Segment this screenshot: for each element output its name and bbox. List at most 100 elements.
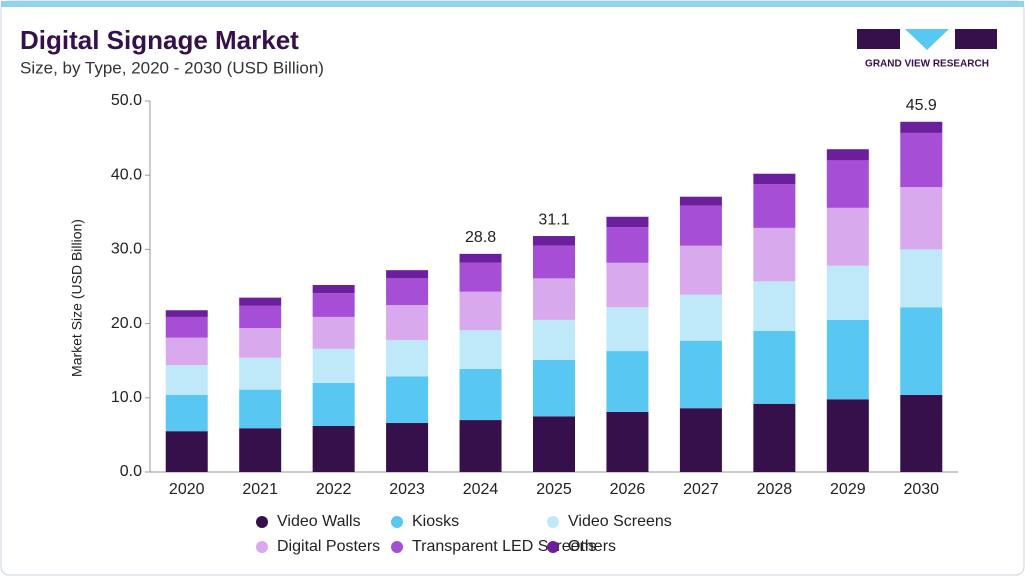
bar-segment (606, 411, 649, 472)
x-tick-label: 2029 (830, 481, 866, 498)
legend-marker (256, 541, 268, 553)
bar-segment (165, 316, 208, 338)
bar-segment (900, 249, 943, 308)
bar-segment (386, 423, 429, 472)
bar-segment (826, 265, 869, 320)
bar-segment (239, 328, 282, 358)
bar-segment (679, 340, 722, 409)
bar-segment (900, 132, 943, 188)
bar-segment (239, 357, 282, 390)
bar-segment (386, 278, 429, 306)
x-tick-label: 2030 (903, 481, 939, 498)
x-tick-label: 2027 (683, 481, 719, 498)
bar-segment (900, 187, 943, 250)
bar-segment (459, 330, 502, 369)
bar-segment (459, 262, 502, 292)
chart-subtitle: Size, by Type, 2020 - 2030 (USD Billion) (20, 58, 324, 77)
legend-label: Video Walls (277, 513, 361, 530)
bar-segment (606, 351, 649, 412)
bar-segment (753, 173, 796, 185)
y-tick-label: 50.0 (111, 92, 142, 109)
legend-marker (547, 541, 559, 553)
bar-segment (533, 359, 575, 417)
bar-segment (533, 319, 575, 360)
bar-segment (165, 394, 208, 432)
bar-segment (606, 307, 649, 352)
x-tick-label: 2021 (242, 481, 278, 498)
bar-segment (679, 294, 722, 341)
x-tick-label: 2026 (610, 481, 646, 498)
x-tick-label: 2028 (757, 481, 793, 498)
bar-segment (679, 196, 722, 206)
brand: GRAND VIEW RESEARCH (865, 59, 989, 70)
bar-segment (606, 262, 649, 308)
bar-segment (826, 207, 869, 266)
bar-segment (679, 408, 722, 472)
bar-segment (386, 270, 429, 279)
bar-segment (826, 319, 869, 400)
bar-segment (386, 339, 429, 377)
y-axis-title: Market Size (USD Billion) (69, 219, 85, 377)
x-tick-label: 2025 (536, 481, 572, 498)
bar-segment (459, 291, 502, 331)
total-label: 45.9 (906, 97, 937, 114)
bar-segment (239, 428, 282, 472)
bar-segment (312, 285, 355, 294)
top-band (1, 1, 1024, 7)
logo-v (905, 29, 949, 50)
logo: GRAND VIEW RESEARCH (857, 29, 997, 70)
bar-segment (312, 382, 355, 426)
legend-label: Others (568, 538, 616, 555)
legend-marker (391, 541, 403, 553)
bar-segment (312, 425, 355, 472)
legend-label: Kiosks (412, 513, 459, 530)
bar-segment (165, 431, 208, 472)
y-tick-label: 40.0 (111, 166, 142, 183)
x-tick-label: 2020 (169, 481, 205, 498)
bar-segment (606, 227, 649, 263)
bar-segment (753, 281, 796, 332)
bar-segment (459, 420, 502, 472)
x-tick-label: 2023 (389, 481, 425, 498)
y-tick-label: 20.0 (111, 315, 142, 332)
y-tick-label: 0.0 (120, 463, 142, 480)
legend-label: Digital Posters (277, 538, 380, 555)
logo-g (857, 29, 900, 49)
bar-segment (239, 297, 282, 306)
bar-segment (533, 245, 575, 279)
bar-segment (753, 403, 796, 472)
total-label: 28.8 (465, 229, 496, 246)
bar-segment (826, 399, 869, 472)
legend-marker (256, 516, 268, 528)
bar-segment (312, 316, 355, 349)
logo-r (955, 29, 997, 49)
chart-title: Digital Signage Market (20, 25, 299, 55)
x-tick-label: 2022 (316, 481, 352, 498)
y-tick-label: 30.0 (111, 241, 142, 258)
bar-segment (312, 293, 355, 317)
bar-segment (165, 310, 208, 317)
bar-segment (165, 365, 208, 395)
bar-segment (533, 236, 575, 246)
legend-marker (547, 516, 559, 528)
bar-segment (606, 216, 649, 228)
bar-segment (533, 278, 575, 320)
bar-segment (459, 253, 502, 263)
bar-segment (753, 227, 796, 282)
bar-segment (386, 376, 429, 424)
bar-segment (459, 368, 502, 421)
bar-segment (753, 331, 796, 404)
total-label: 31.1 (538, 211, 569, 228)
bar-segment (165, 337, 208, 366)
bar-segment (239, 389, 282, 429)
legend-label: Video Screens (568, 513, 672, 530)
bar-segment (826, 149, 869, 161)
bar-segment (679, 245, 722, 295)
x-tick-label: 2024 (463, 481, 499, 498)
bar-segment (900, 121, 943, 133)
bar-segment (679, 205, 722, 246)
bar-segment (239, 305, 282, 329)
bar-segment (386, 305, 429, 340)
